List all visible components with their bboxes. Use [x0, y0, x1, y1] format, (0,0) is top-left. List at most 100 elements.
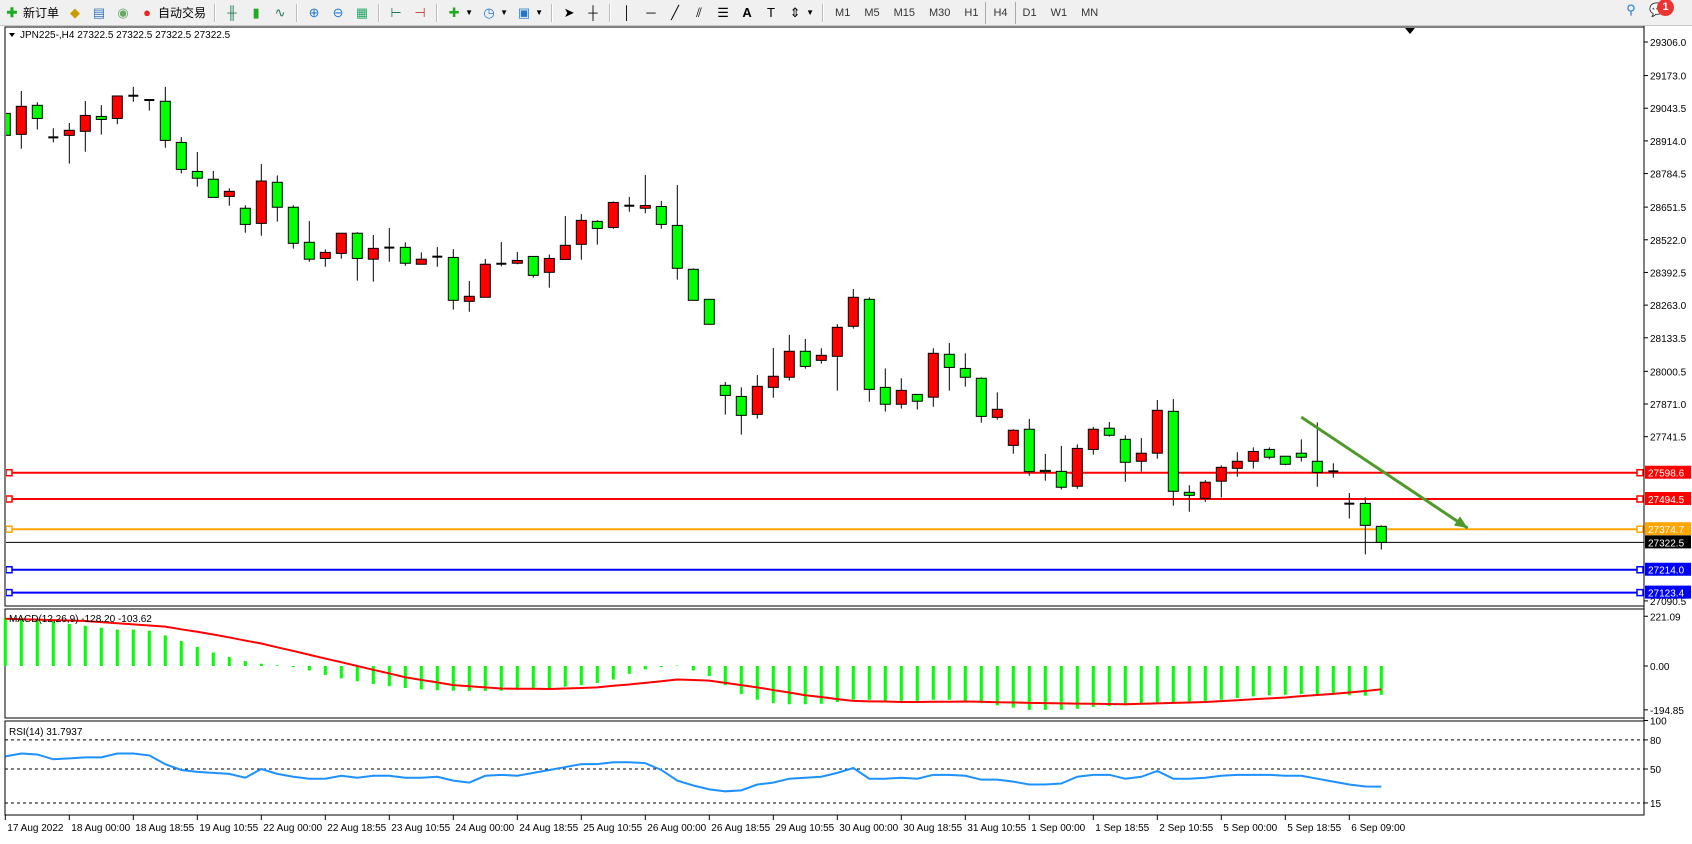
timeframe-m15[interactable]: M15	[893, 6, 915, 19]
candle	[1359, 497, 1371, 555]
timeframe-m5[interactable]: M5	[864, 6, 880, 19]
timeframe-w1[interactable]: W1	[1050, 6, 1068, 19]
tile-windows-button[interactable]: ▦	[350, 2, 374, 24]
line-handle[interactable]	[6, 495, 13, 503]
candle-body	[255, 180, 267, 224]
chart-shift-button[interactable]: ⊢	[384, 2, 408, 24]
trendline-button[interactable]: ╱	[663, 2, 687, 24]
crosshair-button[interactable]: ┼	[581, 2, 605, 24]
price-tick-label: 28392.5	[1650, 268, 1687, 279]
line-handle[interactable]	[1636, 468, 1644, 477]
vertical-line-button[interactable]: │	[615, 2, 639, 24]
price-tick-label: 28651.5	[1650, 203, 1687, 214]
candle	[1167, 398, 1179, 506]
candle-body	[1023, 428, 1035, 473]
candle-body	[1295, 452, 1307, 458]
header-dropdown-icon[interactable]	[9, 33, 15, 37]
candle	[703, 298, 715, 325]
line-handle[interactable]	[6, 588, 13, 597]
candle	[351, 232, 363, 281]
indicators-icon: ✚	[448, 4, 460, 20]
text-label-button[interactable]: T	[759, 2, 783, 24]
equidistant-channel-button[interactable]: ⫽	[687, 2, 711, 24]
candle-body	[687, 268, 699, 301]
fibonacci-button[interactable]: ☰	[711, 2, 735, 24]
candle-body	[639, 204, 651, 209]
horizontal-line-icon: ─	[646, 4, 656, 20]
terminal-button[interactable]: ▤	[87, 2, 111, 24]
candle	[159, 86, 171, 148]
candle-body	[207, 178, 219, 198]
candle	[783, 334, 795, 381]
price-tick-label: 27090.5	[1650, 597, 1687, 608]
periods-button[interactable]: ◷ ▼	[477, 2, 512, 24]
candle-body	[879, 386, 891, 405]
zoom-in-button[interactable]: ⊕	[302, 2, 326, 24]
timeframe-d1[interactable]: D1	[1022, 6, 1037, 19]
horizontal-line-button[interactable]: ─	[639, 2, 663, 24]
template-icon: ▣	[517, 4, 531, 20]
timeframe-h4[interactable]: H4	[985, 1, 1016, 24]
macd-signal-line	[5, 617, 1382, 706]
candle	[559, 216, 571, 260]
trendline-arrow[interactable]	[1300, 415, 1469, 530]
candle	[735, 387, 747, 435]
search-icon[interactable]: ⚲	[1626, 2, 1636, 17]
chat-button[interactable]: 💬 1	[1649, 0, 1674, 18]
chart-shift-marker-icon[interactable]	[1405, 28, 1415, 34]
candle	[399, 242, 411, 266]
candle	[815, 348, 827, 364]
line-handle[interactable]	[1636, 565, 1644, 574]
zoom-out-button[interactable]: ⊖	[326, 2, 350, 24]
text-button[interactable]: A	[735, 2, 759, 24]
time-tick-label: 6 Sep 09:00	[1351, 823, 1405, 834]
timeframe-m1[interactable]: M1	[835, 6, 851, 19]
line-handle[interactable]	[6, 565, 13, 574]
autoscroll-button[interactable]: ⊣	[408, 2, 432, 24]
line-handle[interactable]	[6, 468, 13, 477]
candle	[239, 205, 251, 233]
candle	[943, 342, 955, 391]
candle	[1199, 480, 1211, 502]
candle-body	[863, 298, 875, 390]
candle-body	[607, 201, 619, 228]
candle	[15, 90, 27, 149]
line-handle[interactable]	[1636, 495, 1644, 503]
indicators-button[interactable]: ✚ ▼	[442, 2, 477, 24]
cursor-button[interactable]: ➤	[557, 2, 581, 24]
time-tick-label: 30 Aug 18:55	[903, 823, 962, 834]
timeframe-h1[interactable]: H1	[964, 6, 979, 19]
candle	[384, 227, 395, 262]
time-tick-label: 30 Aug 00:00	[839, 823, 898, 834]
history-button[interactable]: ◆	[63, 2, 87, 24]
bar-chart-button[interactable]: ╫	[220, 2, 244, 24]
candle	[751, 374, 763, 419]
signals-button[interactable]: ◉	[111, 2, 135, 24]
price-line-label-box	[1645, 491, 1691, 505]
time-tick-label: 1 Sep 00:00	[1031, 823, 1085, 834]
separator	[551, 3, 554, 22]
line-chart-button[interactable]: ∿	[268, 2, 292, 24]
timeframe-mn[interactable]: MN	[1081, 6, 1099, 19]
price-tick-label: 27871.0	[1650, 400, 1687, 411]
price-line-label: 27598.6	[1648, 469, 1685, 480]
line-handle[interactable]	[6, 525, 13, 533]
candlestick-button[interactable]: ▮	[244, 2, 268, 24]
time-tick-label: 5 Sep 00:00	[1223, 823, 1277, 834]
arrows-button[interactable]: ⇕ ▼	[783, 2, 818, 24]
auto-trading-button[interactable]: ● 自动交易	[135, 2, 210, 24]
candle	[63, 122, 75, 164]
time-tick-label: 5 Sep 18:55	[1287, 823, 1341, 834]
candle	[1231, 452, 1243, 477]
line-handle[interactable]	[1636, 525, 1644, 533]
candle-body	[1311, 460, 1323, 473]
timeframe-m30[interactable]: M30	[929, 6, 951, 19]
new-order-button[interactable]: ✚ 新订单	[0, 2, 63, 24]
candle	[271, 175, 283, 222]
candle	[527, 255, 539, 278]
line-handle[interactable]	[1636, 588, 1644, 597]
templates-button[interactable]: ▣ ▼	[512, 2, 547, 24]
price-line-label-box	[1645, 562, 1691, 576]
rsi-tick-label: 80	[1650, 736, 1662, 747]
